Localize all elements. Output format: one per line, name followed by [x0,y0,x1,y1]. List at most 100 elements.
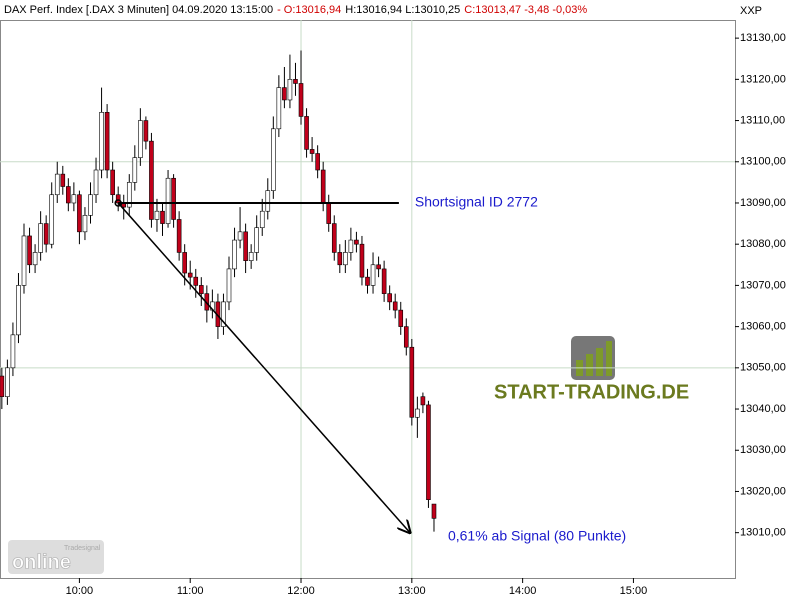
candle-body [27,235,32,266]
header: DAX Perf. Index [.DAX 3 Minuten] 04.09.2… [4,4,587,16]
candle-body [165,177,171,224]
candle-body [337,252,343,266]
candle-body [176,219,182,253]
header-part: - O:13016,94 [277,4,341,16]
signal-label: Shortsignal ID 2772 [415,194,538,210]
candle-body [71,194,77,204]
candle-body [403,326,409,348]
y-tick-label: 13110,00 [740,114,785,126]
watermark-brand: Tradesignal [64,545,101,552]
target-arrow [117,202,410,533]
y-tick-label: 13130,00 [740,32,786,44]
candle-body [126,182,132,208]
y-tick-label: 13010,00 [740,527,786,539]
candle-body [348,239,354,253]
candle-body [160,210,165,224]
candle-body [309,149,315,154]
candle-body [99,112,104,171]
candle-body [287,79,293,101]
x-tick-label: 10:00 [66,585,94,597]
x-tick-label: 15:00 [620,585,648,597]
plot-area [0,20,736,579]
candle-body [359,243,365,278]
candle-body [315,153,320,171]
candle-body [171,177,176,220]
candle-body [198,285,204,294]
y-tick-label: 13090,00 [740,197,786,209]
candle-body [415,408,420,418]
candle-body [354,239,359,245]
candle-body [154,210,160,220]
header-part: DAX Perf. Index [.DAX 3 Minuten] 04.09.2… [4,4,273,16]
candle-body [376,264,381,270]
candle-body [431,503,437,519]
candle-body [0,375,5,397]
header-part: C:13013,47 -3,48 -0,03% [464,4,587,16]
candle-body [398,309,404,327]
candle-body [60,173,66,187]
candle-body [149,140,154,220]
candle-body [304,116,309,150]
candle-body [298,83,304,117]
candle-body [16,285,21,336]
watermark-word: online [12,551,71,573]
candle-body [138,120,143,158]
candle-body [420,396,426,406]
candle-body [193,276,199,286]
x-tick-label: 11:00 [177,585,204,597]
candle-body [43,223,49,245]
candle-body [265,190,271,212]
y-tick-label: 13040,00 [740,403,786,415]
y-tick-label: 13060,00 [740,321,786,333]
candle-body [66,186,71,204]
candle-body [115,194,121,204]
candle-body [104,112,110,171]
candle-body [38,223,43,253]
candle-body [187,272,193,278]
candle-body [226,268,232,303]
candle-body [343,252,348,266]
candle-body [77,194,82,233]
candle-body [243,231,248,261]
x-tick-label: 14:00 [509,585,537,597]
candle-body [331,223,337,253]
y-tick-label: 13070,00 [740,279,786,291]
y-tick-label: 13030,00 [740,444,786,456]
candle-body [276,87,282,130]
candle-body [320,169,326,204]
candle-body [182,252,187,274]
candle-body [392,301,398,311]
candle-body [49,194,55,245]
candle-body [259,210,265,229]
candle-body [143,120,149,142]
candle-body [409,346,415,418]
candle-body [387,293,392,303]
candle-body [132,157,138,183]
candle-body [82,215,88,233]
x-tick-label: 12:00 [287,585,315,597]
candle-body [221,301,226,327]
axis-label: XXP [740,5,762,17]
candle-body [381,268,387,294]
candle-body [54,173,60,196]
candle-body [21,235,27,286]
target-label: 0,61% ab Signal (80 Punkte) [448,527,626,543]
x-tick-label: 13:00 [398,585,426,597]
candle-body [370,264,376,286]
candle-body [32,252,38,266]
candle-body [232,239,237,270]
candle-body [10,334,16,369]
candle-body [426,404,431,500]
header-part: H:13016,94 L:13010,25 [345,4,460,16]
logo-text: START-TRADING.DE [494,381,689,403]
candle-body [271,128,276,191]
logo-icon [571,336,615,380]
candle-body [365,276,370,286]
y-tick-label: 13050,00 [740,362,786,374]
y-tick-label: 13080,00 [740,238,786,250]
candle-body [326,202,332,224]
candle-body [248,252,254,261]
y-tick-label: 13120,00 [740,73,786,85]
watermark-box [8,540,104,574]
